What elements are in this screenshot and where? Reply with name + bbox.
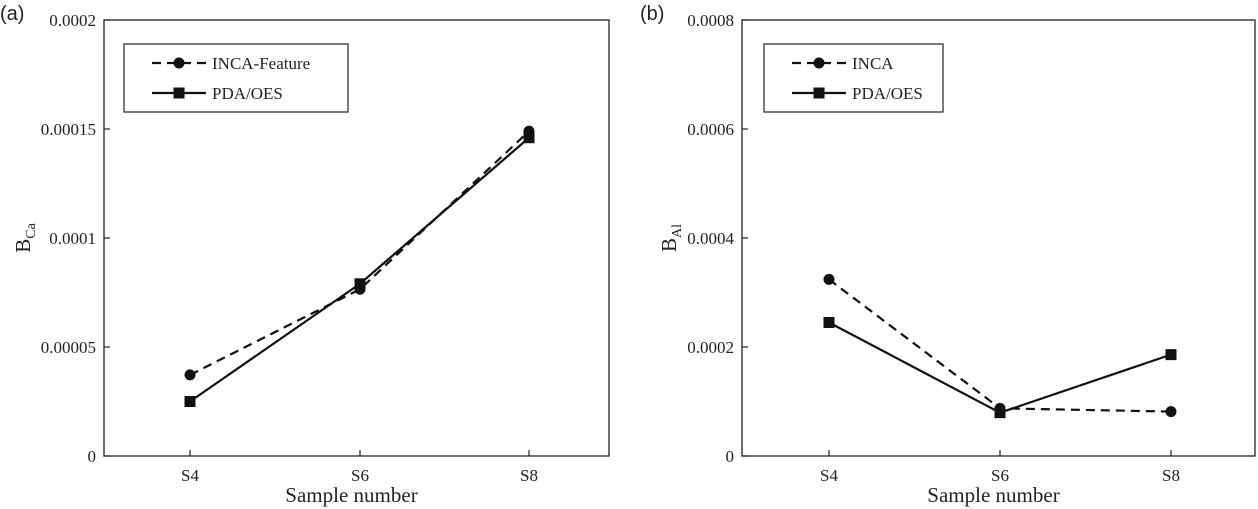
y-tick-label: 0.0001 [49, 229, 96, 248]
y-tick-label: 0.0008 [687, 11, 734, 30]
legend-label-1: PDA/OES [212, 84, 283, 103]
x-tick-label: S8 [1162, 466, 1180, 485]
panel-label: (a) [0, 3, 24, 25]
y-tick-label: 0.0002 [687, 338, 734, 357]
legend-label-0: INCA [852, 54, 894, 73]
y-tick-label: 0 [726, 447, 735, 466]
legend-label-0: INCA-Feature [212, 54, 310, 73]
legend-marker-square [173, 87, 185, 99]
x-tick-label: S4 [181, 466, 199, 485]
legend-box [763, 43, 944, 113]
y-axis-label-sub: Ca [24, 222, 39, 238]
legend-marker-circle [813, 57, 825, 69]
series-line-0 [189, 130, 530, 376]
y-tick-label: 0.00015 [41, 120, 96, 139]
data-point-square [184, 396, 196, 407]
x-tick-label: S6 [991, 466, 1009, 485]
y-tick-label: 0.00005 [41, 338, 96, 357]
data-point-circle [1165, 406, 1177, 418]
legend: INCA PDA/OES [763, 43, 944, 113]
panel-label: (b) [640, 3, 664, 25]
y-tick-label: 0.0002 [49, 11, 96, 30]
y-tick-label: 0.0006 [687, 120, 734, 139]
data-point-square [994, 407, 1006, 419]
x-tick-label: S4 [820, 466, 838, 485]
x-axis-label: Sample number [285, 483, 417, 507]
y-axis-label: BCa [11, 222, 39, 252]
x-tick-label: S6 [351, 466, 369, 485]
data-point-circle [823, 273, 835, 285]
legend: INCA-Feature PDA/OES [123, 43, 349, 113]
x-tick-label: S8 [520, 466, 538, 485]
legend-marker-circle [173, 57, 185, 69]
data-point-square [523, 132, 535, 144]
data-point-square [823, 316, 835, 328]
chart-panel-b: 0 0.0002 0.0004 0.0006 0.0008 S4 S6 S8 Sample nu… [640, 3, 1256, 507]
y-axis-label-main: B [657, 238, 681, 252]
x-axis-label: Sample number [927, 483, 1059, 507]
legend-box [123, 43, 349, 113]
y-axis-label: BAl [657, 224, 685, 252]
chart-panel-a: 0 0.00005 0.0001 0.00015 0.0002 S4 S6 S8 Sample … [0, 3, 610, 507]
y-tick-label: 0 [88, 447, 97, 466]
series-line-1 [828, 321, 1172, 414]
data-point-circle [184, 369, 196, 381]
y-axis-label-sub: Al [670, 224, 685, 238]
y-tick-label: 0.0004 [687, 229, 734, 248]
y-axis-label-main: B [11, 239, 35, 253]
series-line-0 [828, 278, 1172, 413]
data-point-square [354, 278, 366, 290]
legend-marker-square [813, 87, 825, 99]
legend-label-1: PDA/OES [852, 84, 923, 103]
data-point-square [1165, 349, 1177, 361]
